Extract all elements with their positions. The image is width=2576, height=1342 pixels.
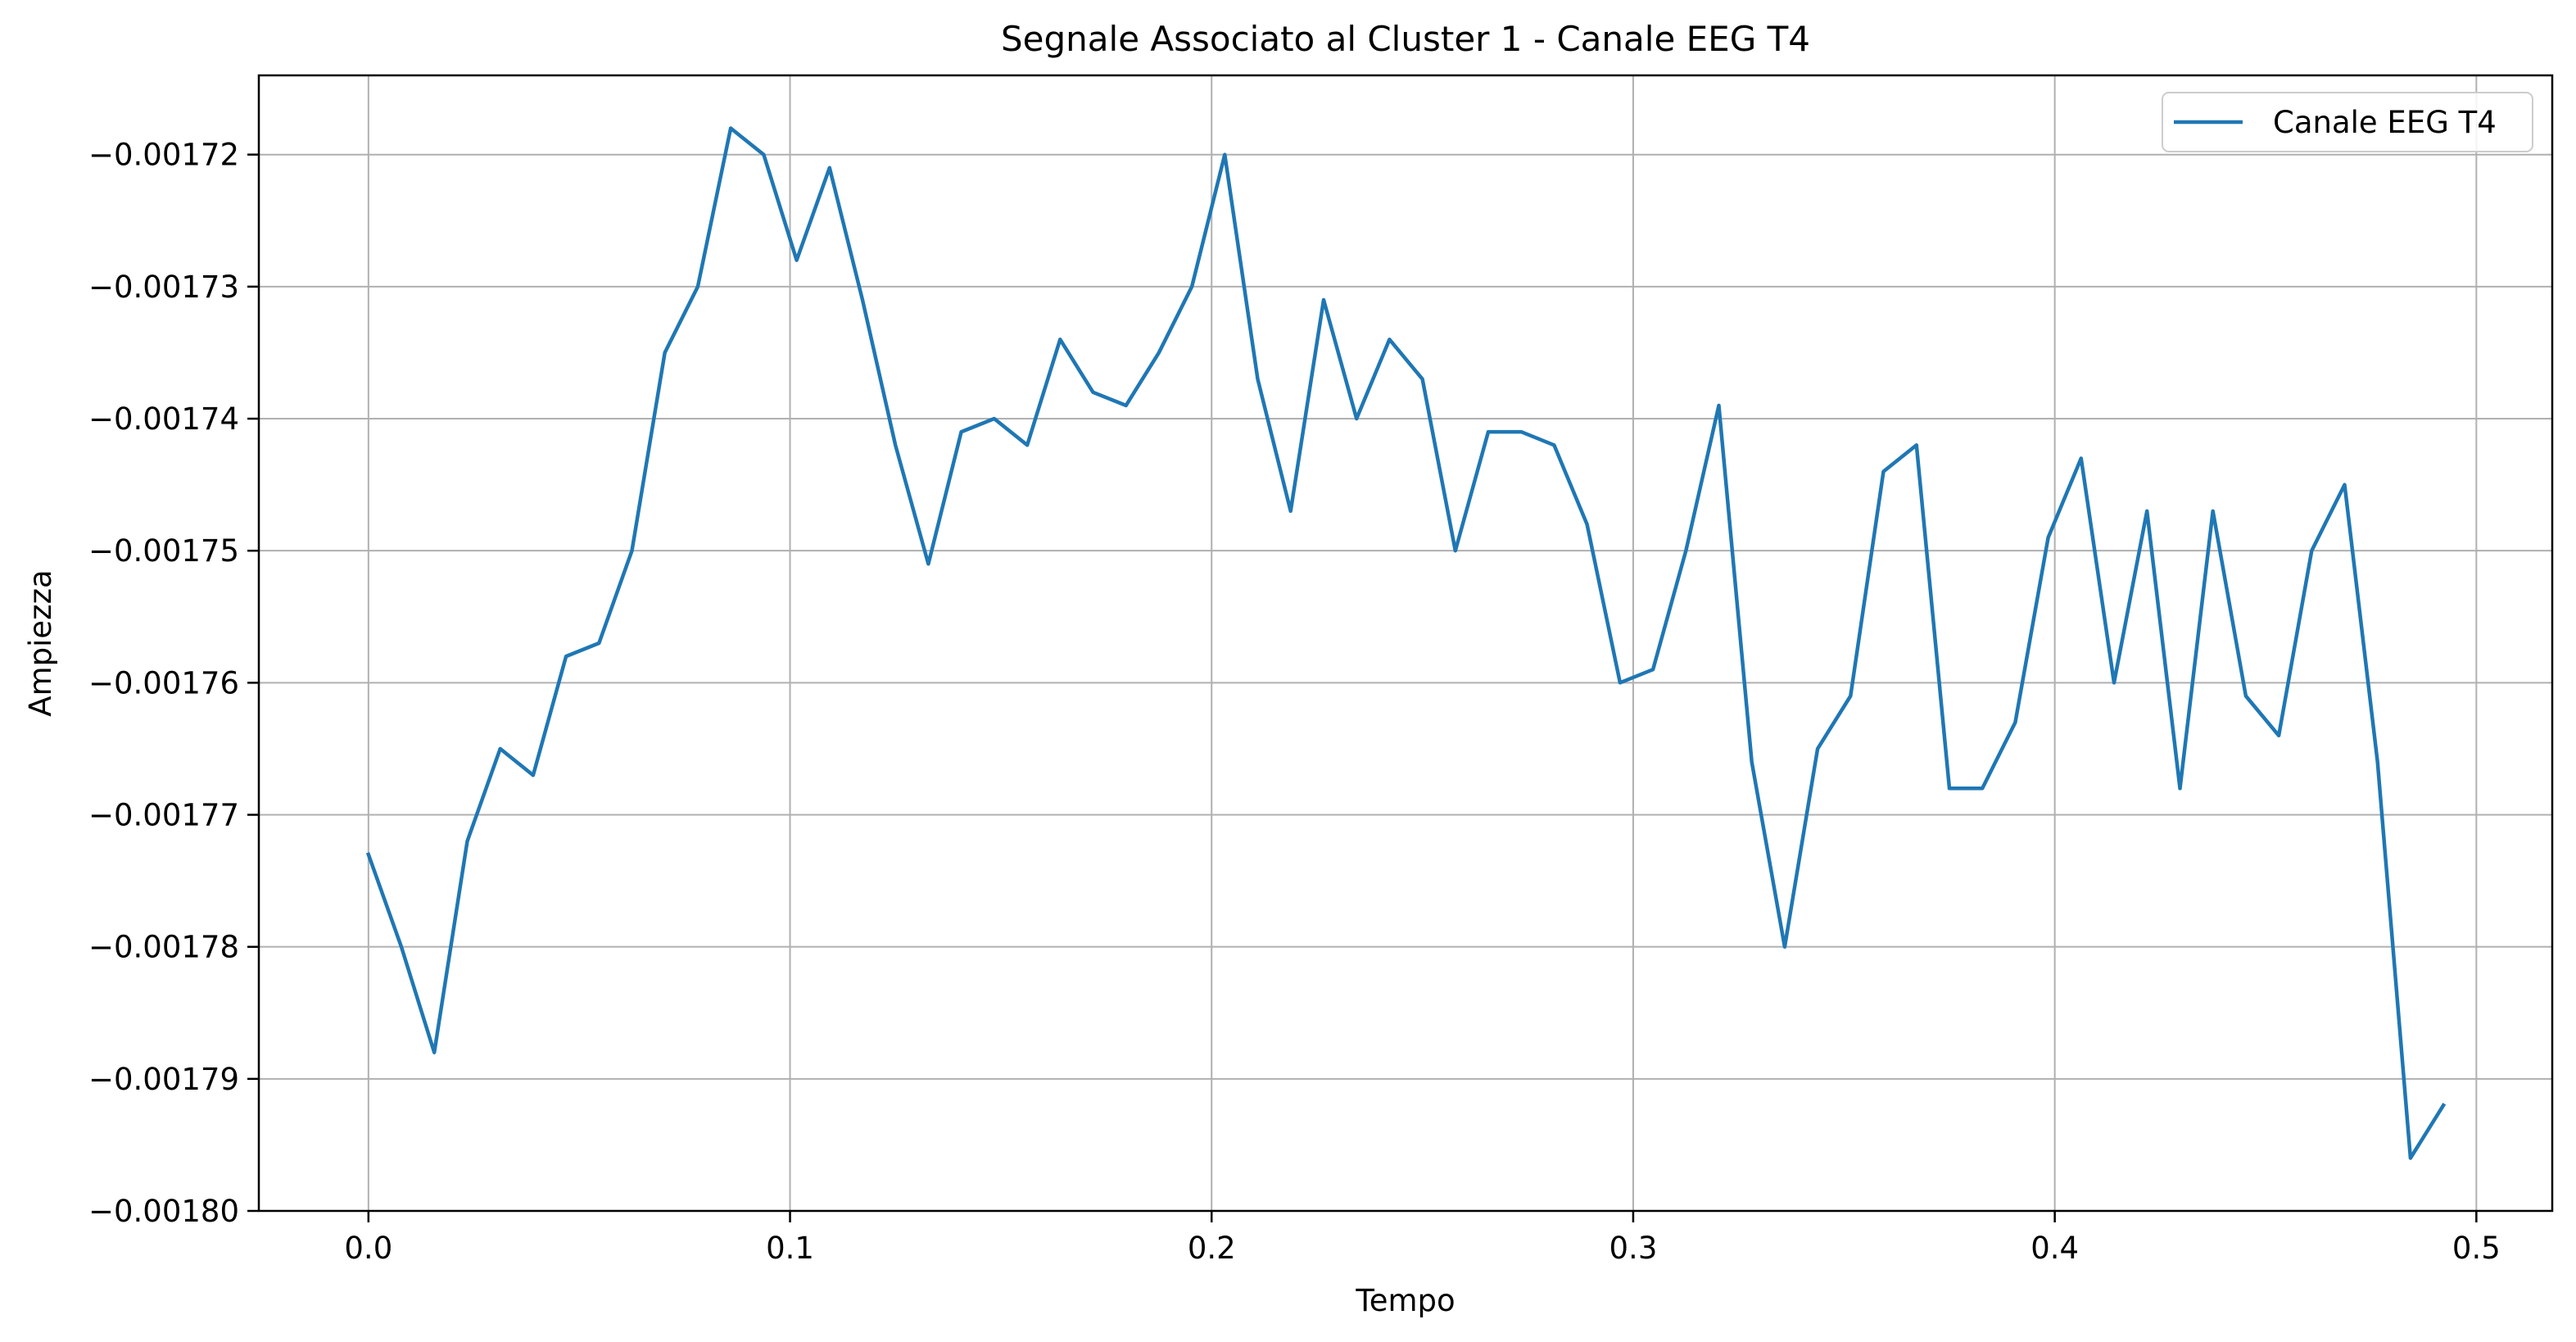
y-tick-label: −0.00177 <box>88 798 239 833</box>
y-tick-label: −0.00176 <box>88 665 239 700</box>
x-tick-label: 0.3 <box>1609 1231 1658 1266</box>
legend: Canale EEG T4 <box>2162 92 2533 152</box>
y-tick-label: −0.00172 <box>88 138 239 173</box>
x-axis: 0.0 0.1 0.2 0.3 0.4 0.5 <box>344 1211 2501 1266</box>
x-axis-label: Tempo <box>1355 1283 1455 1318</box>
series-layer <box>365 126 2447 1160</box>
y-tick-label: −0.00178 <box>88 930 239 965</box>
chart-title: Segnale Associato al Cluster 1 - Canale … <box>1001 19 1810 59</box>
grid <box>259 75 2552 1212</box>
legend-label: Canale EEG T4 <box>2273 105 2497 140</box>
x-tick-label: 0.2 <box>1188 1231 1236 1266</box>
y-tick-label: −0.00179 <box>88 1062 239 1097</box>
x-tick-label: 0.4 <box>2030 1231 2079 1266</box>
y-tick-label: −0.00180 <box>88 1194 239 1229</box>
series-line <box>365 126 2447 1160</box>
y-axis-label: Ampiezza <box>23 569 58 716</box>
y-tick-label: −0.00174 <box>88 401 239 437</box>
legend-box <box>2162 92 2533 152</box>
plot-frame <box>257 74 2554 1213</box>
x-tick-label: 0.0 <box>344 1231 392 1266</box>
y-tick-label: −0.00173 <box>88 270 239 305</box>
x-tick-label: 0.5 <box>2452 1231 2501 1266</box>
x-tick-label: 0.1 <box>766 1231 814 1266</box>
y-axis: −0.00172 −0.00173 −0.00174 −0.00175 −0.00176… <box>88 138 259 1229</box>
y-tick-label: −0.00175 <box>88 533 239 569</box>
